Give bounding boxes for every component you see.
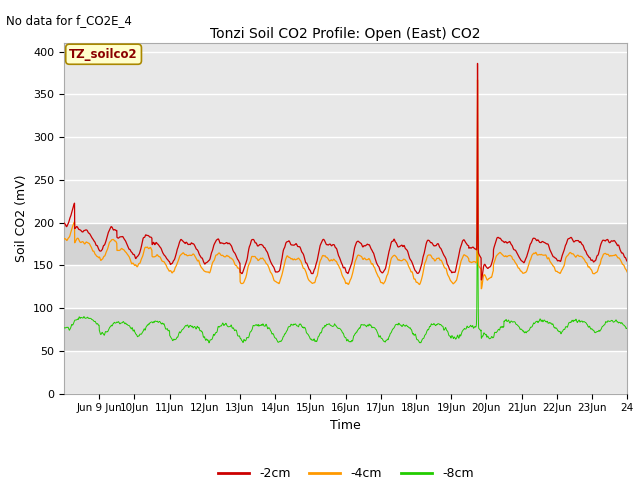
Y-axis label: Soil CO2 (mV): Soil CO2 (mV)	[15, 175, 28, 262]
Text: TZ_soilco2: TZ_soilco2	[69, 48, 138, 61]
Bar	[64, 308, 627, 351]
X-axis label: Time: Time	[330, 419, 361, 432]
Legend: -2cm, -4cm, -8cm: -2cm, -4cm, -8cm	[212, 462, 479, 480]
Text: No data for f_CO2E_4: No data for f_CO2E_4	[6, 14, 132, 27]
Bar	[64, 223, 627, 265]
Title: Tonzi Soil CO2 Profile: Open (East) CO2: Tonzi Soil CO2 Profile: Open (East) CO2	[211, 27, 481, 41]
